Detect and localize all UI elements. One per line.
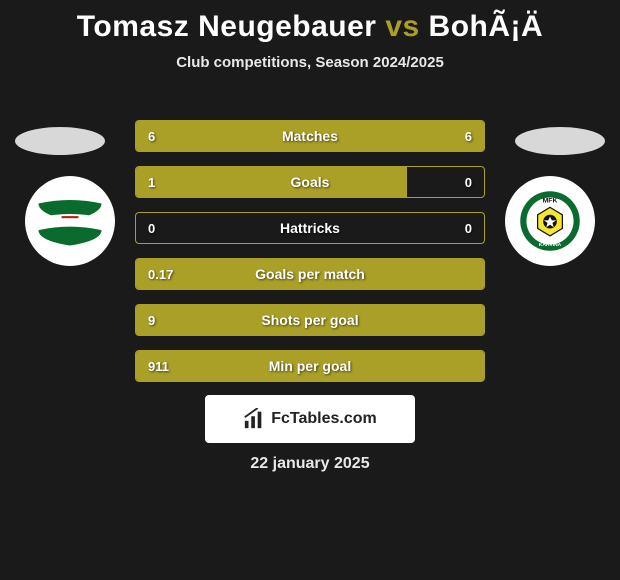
club-logo-right: MFK KARVINÁ xyxy=(505,176,595,266)
comparison-title: Tomasz Neugebauer vs BohÃ¡Ä xyxy=(0,0,620,44)
brand-text: FcTables.com xyxy=(271,410,377,428)
stat-label: Min per goal xyxy=(136,351,484,381)
player1-oval-placeholder xyxy=(15,127,105,155)
player2-name: BohÃ¡Ä xyxy=(429,10,544,43)
svg-text:MFK: MFK xyxy=(543,197,558,204)
stat-row: 10Goals xyxy=(135,166,485,198)
round-crest-icon: MFK KARVINÁ xyxy=(519,190,581,252)
subtitle-text: Club competitions, Season 2024/2025 xyxy=(0,54,620,71)
vs-text: vs xyxy=(385,10,419,43)
shield-crest-icon xyxy=(35,196,105,246)
stat-row: 0.17Goals per match xyxy=(135,258,485,290)
stat-row: 911Min per goal xyxy=(135,350,485,382)
stat-label: Hattricks xyxy=(136,213,484,243)
date-text: 22 january 2025 xyxy=(0,455,620,473)
club-logo-left xyxy=(25,176,115,266)
player1-name: Tomasz Neugebauer xyxy=(77,10,377,43)
player2-oval-placeholder xyxy=(515,127,605,155)
brand-footer[interactable]: FcTables.com xyxy=(205,395,415,443)
stat-label: Goals per match xyxy=(136,259,484,289)
stat-row: 00Hattricks xyxy=(135,212,485,244)
stat-label: Shots per goal xyxy=(136,305,484,335)
chart-icon xyxy=(243,408,265,430)
stats-bars: 66Matches 10Goals 00Hattricks 0.17Goals per… xyxy=(135,120,485,396)
stat-row: 66Matches xyxy=(135,120,485,152)
stat-label: Goals xyxy=(136,167,484,197)
stat-label: Matches xyxy=(136,121,484,151)
stat-row: 9Shots per goal xyxy=(135,304,485,336)
